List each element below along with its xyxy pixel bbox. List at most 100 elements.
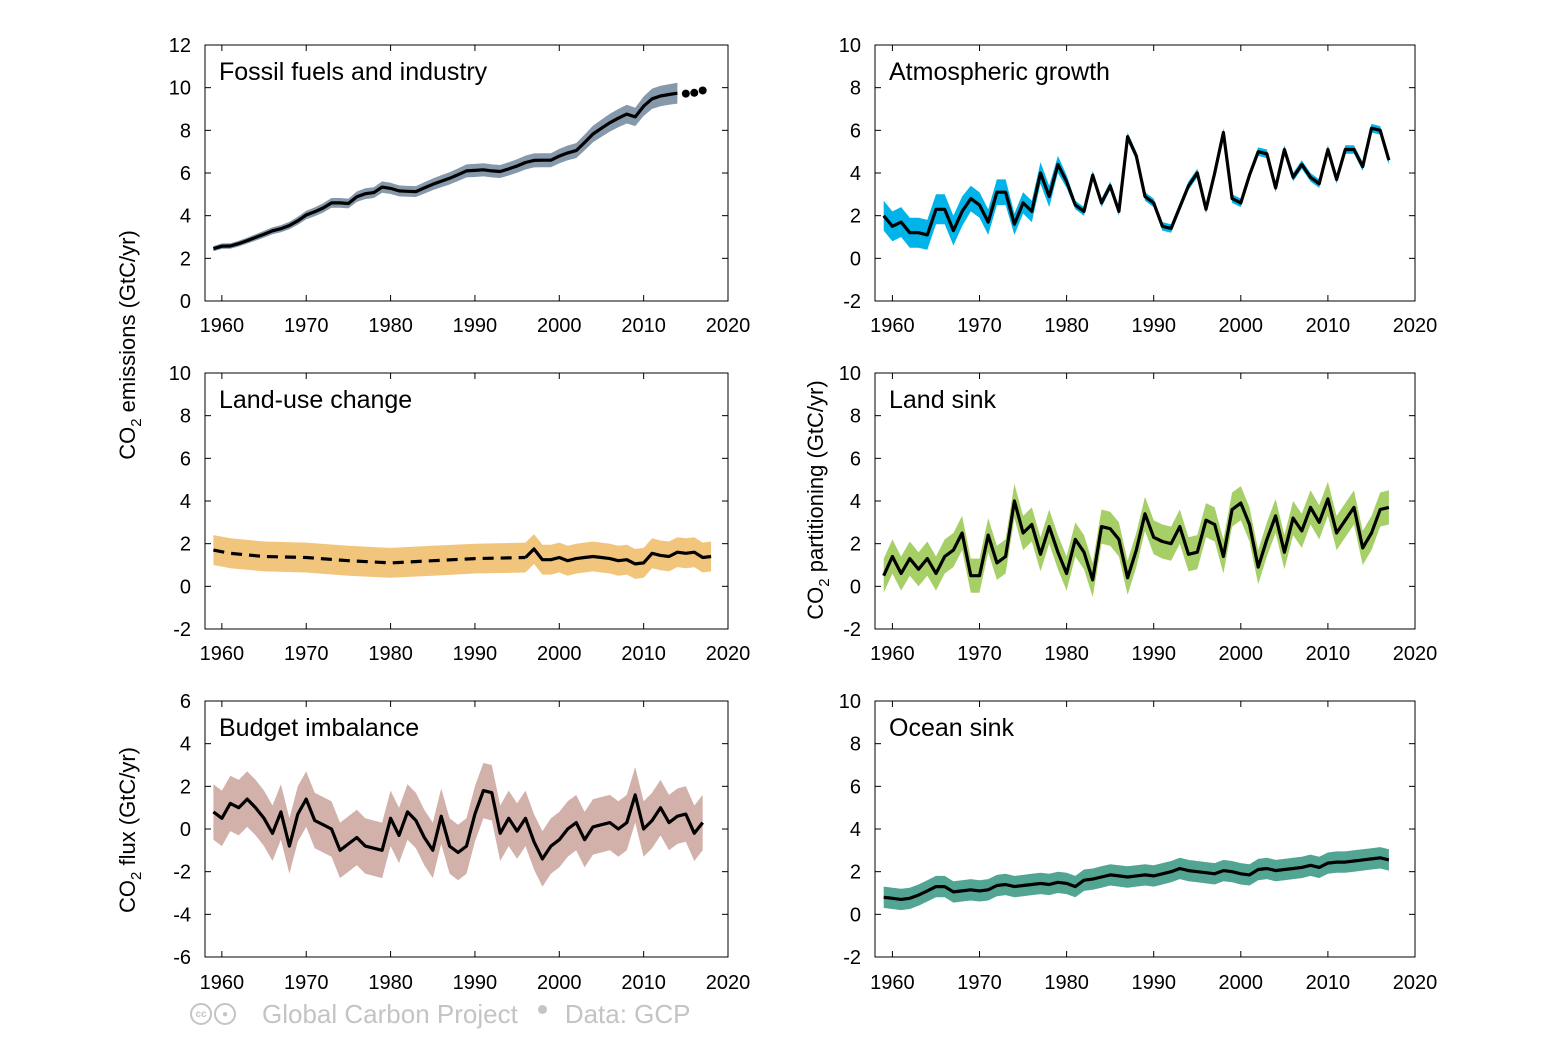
y-tick-label-8: 8 bbox=[180, 406, 191, 428]
x-tick-label-2020: 2020 bbox=[706, 315, 751, 337]
data-point-2017 bbox=[698, 86, 707, 95]
bullet-separator bbox=[537, 1004, 547, 1014]
y-tick-label-4: 4 bbox=[180, 734, 191, 756]
panel-title-fossil-fuels-and-industry: Fossil fuels and industry bbox=[219, 58, 488, 86]
y-tick-label-8: 8 bbox=[180, 120, 191, 142]
chart-panel-land-use-change: 1960 1970 1980 1990 2000 2010 2020 -2 0 2 4 6 8 10 Lan… bbox=[169, 363, 751, 665]
series-line bbox=[212, 788, 704, 861]
chart-panel-fossil-fuels: 1960 1970 1980 1990 2000 2010 2020 0 2 4 6 8 10 12 Fos… bbox=[169, 35, 751, 337]
panel-title-budget-imbalance: Budget imbalance bbox=[219, 714, 419, 742]
x-tick-label-1980: 1980 bbox=[1044, 643, 1089, 665]
x-tick-label-1980: 1980 bbox=[368, 643, 413, 665]
x-tick-label-1960: 1960 bbox=[870, 315, 915, 337]
x-tick-label-1960: 1960 bbox=[200, 643, 245, 665]
x-tick-label-1970: 1970 bbox=[284, 972, 329, 994]
x-tick-label-1980: 1980 bbox=[368, 972, 413, 994]
x-tick-label-2020: 2020 bbox=[706, 972, 751, 994]
y-tick-label-6: 6 bbox=[850, 776, 861, 798]
x-tick-label-2000: 2000 bbox=[537, 315, 582, 337]
x-tick-label-1970: 1970 bbox=[957, 972, 1002, 994]
y-tick-label-4: 4 bbox=[850, 163, 861, 185]
y-tick-label-0: 0 bbox=[180, 291, 191, 313]
uncertainty-band bbox=[213, 762, 703, 887]
x-tick-label-2000: 2000 bbox=[537, 643, 582, 665]
x-tick-label-2020: 2020 bbox=[1393, 972, 1438, 994]
x-tick-label-2010: 2010 bbox=[621, 972, 666, 994]
x-tick-label-1960: 1960 bbox=[200, 972, 245, 994]
x-tick-label-2000: 2000 bbox=[1219, 643, 1264, 665]
x-tick-label-1990: 1990 bbox=[453, 315, 498, 337]
y-tick-label-neg6: -6 bbox=[173, 947, 191, 969]
source-credit: Global Carbon Project bbox=[262, 998, 518, 1029]
y-tick-label-8: 8 bbox=[850, 734, 861, 756]
panel-title-atmospheric-growth: Atmospheric growth bbox=[889, 58, 1110, 86]
y-tick-label-10: 10 bbox=[169, 78, 191, 100]
x-tick-label-2010: 2010 bbox=[621, 643, 666, 665]
y-axis-label-emissions: CO2 emissions (GtC/yr) bbox=[115, 230, 145, 460]
chart-panel-atmospheric-growth: 1960 1970 1980 1990 2000 2010 2020 -2 0 2 4 6 8 10 Atm… bbox=[839, 35, 1438, 337]
data-point-2016 bbox=[690, 88, 699, 97]
x-tick-label-1990: 1990 bbox=[1131, 643, 1176, 665]
x-tick-label-1960: 1960 bbox=[870, 643, 915, 665]
uncertainty-band bbox=[883, 123, 1389, 250]
y-tick-label-2: 2 bbox=[180, 534, 191, 556]
x-tick-label-1980: 1980 bbox=[1044, 972, 1089, 994]
data-credit: Data: GCP bbox=[564, 998, 691, 1029]
x-tick-label-2020: 2020 bbox=[706, 643, 751, 665]
x-tick-label-1960: 1960 bbox=[870, 972, 915, 994]
panel-title-ocean-sink: Ocean sink bbox=[889, 714, 1015, 742]
y-tick-label-4: 4 bbox=[850, 491, 861, 513]
chart-panel-budget-imbalance: 1960 1970 1980 1990 2000 2010 2020 -6 -4 -2 0 2 4 6 Bu… bbox=[173, 691, 750, 994]
cc-by-icon: cc ● bbox=[190, 1003, 236, 1025]
uncertainty-band bbox=[213, 82, 678, 252]
x-tick-label-1980: 1980 bbox=[368, 315, 413, 337]
chart-panel-land-sink: 1960 1970 1980 1990 2000 2010 2020 -2 0 2 4 6 8 10 Lan… bbox=[839, 363, 1438, 665]
y-tick-label-8: 8 bbox=[850, 78, 861, 100]
panel-title-land-sink: Land sink bbox=[889, 386, 997, 414]
x-tick-label-1970: 1970 bbox=[284, 315, 329, 337]
series-line-solid bbox=[524, 547, 712, 566]
y-tick-label-6: 6 bbox=[850, 120, 861, 142]
x-tick-label-2010: 2010 bbox=[621, 315, 666, 337]
y-tick-label-neg2: -2 bbox=[843, 291, 861, 313]
x-tick-label-1970: 1970 bbox=[284, 643, 329, 665]
series-line bbox=[212, 91, 678, 251]
y-axis-label-flux: CO2 flux (GtC/yr) bbox=[115, 747, 145, 913]
x-tick-label-2000: 2000 bbox=[1219, 315, 1264, 337]
y-tick-label-4: 4 bbox=[180, 491, 191, 513]
y-tick-label-6: 6 bbox=[180, 691, 191, 713]
y-tick-label-0: 0 bbox=[180, 819, 191, 841]
y-tick-label-neg2: -2 bbox=[843, 619, 861, 641]
x-tick-label-1990: 1990 bbox=[1131, 315, 1176, 337]
y-tick-label-12: 12 bbox=[169, 35, 191, 57]
x-tick-label-2000: 2000 bbox=[537, 972, 582, 994]
y-tick-label-neg2: -2 bbox=[173, 862, 191, 884]
y-tick-label-neg2: -2 bbox=[843, 947, 861, 969]
chart-panel-ocean-sink: 1960 1970 1980 1990 2000 2010 2020 -2 0 2 4 6 8 10 Oce… bbox=[839, 691, 1438, 994]
y-tick-label-6: 6 bbox=[180, 448, 191, 470]
y-tick-label-neg4: -4 bbox=[173, 904, 191, 926]
uncertainty-band bbox=[883, 481, 1389, 597]
series-line-dashed bbox=[213, 548, 526, 565]
x-tick-label-2000: 2000 bbox=[1219, 972, 1264, 994]
x-tick-label-1990: 1990 bbox=[1131, 972, 1176, 994]
y-tick-label-4: 4 bbox=[180, 206, 191, 228]
y-tick-label-10: 10 bbox=[839, 35, 861, 57]
uncertainty-band bbox=[213, 534, 712, 579]
x-tick-label-1970: 1970 bbox=[957, 315, 1002, 337]
y-tick-label-2: 2 bbox=[180, 248, 191, 270]
x-tick-label-1960: 1960 bbox=[200, 315, 245, 337]
y-tick-label-0: 0 bbox=[850, 248, 861, 270]
x-tick-label-1980: 1980 bbox=[1044, 315, 1089, 337]
y-tick-label-10: 10 bbox=[169, 363, 191, 385]
x-tick-label-2020: 2020 bbox=[1393, 315, 1438, 337]
y-tick-label-10: 10 bbox=[839, 363, 861, 385]
footer-credits: cc ● Global Carbon Project Data: GCP bbox=[190, 996, 691, 1032]
x-tick-label-1970: 1970 bbox=[957, 643, 1002, 665]
uncertainty-band bbox=[883, 847, 1389, 911]
y-tick-label-6: 6 bbox=[850, 448, 861, 470]
y-tick-label-10: 10 bbox=[839, 691, 861, 713]
x-tick-label-2010: 2010 bbox=[1306, 972, 1351, 994]
y-tick-label-2: 2 bbox=[850, 534, 861, 556]
